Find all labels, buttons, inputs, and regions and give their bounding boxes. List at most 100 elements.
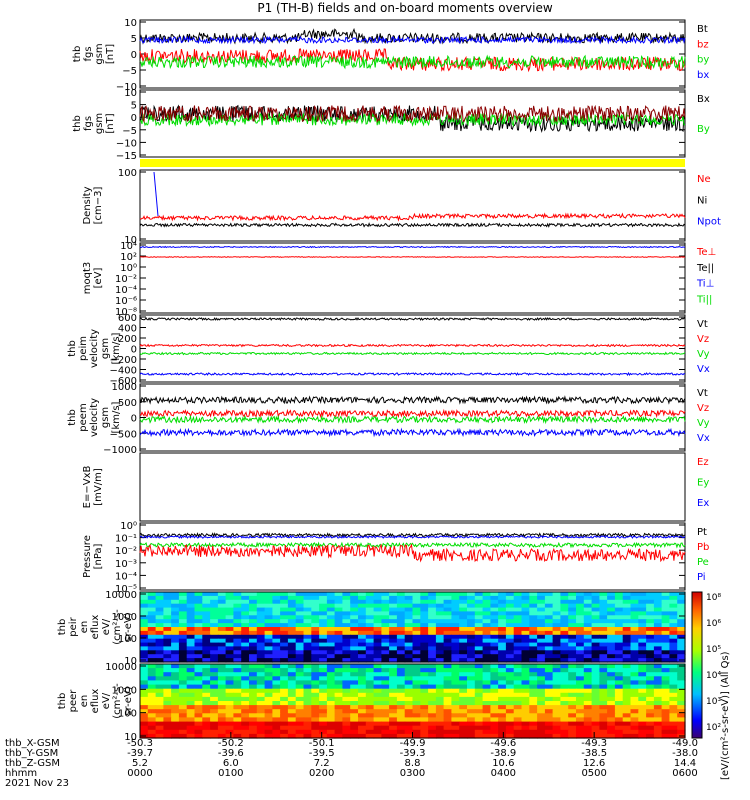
spectrogram-cell — [295, 717, 305, 723]
spectrogram-cell — [396, 603, 406, 609]
spectrogram-cell — [178, 603, 188, 609]
spectrogram-cell — [521, 607, 530, 613]
spectrogram-cell — [225, 642, 234, 648]
spectrogram-cell — [217, 668, 227, 673]
spectrogram-cell — [295, 592, 305, 597]
spectrogram-cell — [264, 725, 273, 731]
spectrogram-cell — [474, 607, 484, 613]
spectrogram-cell — [178, 634, 188, 640]
spectrogram-cell — [653, 611, 663, 616]
spectrogram-cell — [210, 611, 219, 616]
spectrogram-cell — [638, 713, 647, 718]
spectrogram-cell — [342, 599, 351, 605]
spectrogram-cell — [264, 696, 273, 702]
spectrogram-cell — [264, 701, 273, 706]
spectrogram-cell — [147, 607, 157, 613]
spectrogram-cell — [373, 634, 382, 640]
spectrogram-cell — [272, 668, 281, 673]
panel-frame — [139, 242, 686, 314]
spectrogram-cell — [334, 684, 343, 690]
spectrogram-cell — [622, 733, 632, 739]
spectrogram-cell — [295, 729, 305, 735]
spectrogram-cell — [358, 634, 367, 640]
spectrogram-cell — [140, 646, 149, 651]
spectrogram-cell — [505, 672, 515, 677]
spectrogram-cell — [178, 599, 188, 605]
spectrogram-cell — [560, 705, 569, 710]
spectrogram-cell — [428, 623, 437, 628]
spectrogram-cell — [186, 642, 196, 648]
spectrogram-cell — [482, 688, 491, 694]
spectrogram-cell — [622, 676, 632, 681]
spectrogram-cell — [537, 658, 546, 663]
spectrogram-cell — [225, 688, 234, 694]
spectrogram-cell — [490, 642, 499, 648]
spectrogram-cell — [591, 615, 600, 620]
spectrogram-cell — [443, 627, 452, 632]
spectrogram-cell — [202, 692, 211, 698]
spectrogram-cell — [459, 634, 468, 640]
y-tick-label: 10⁻¹ — [115, 534, 137, 545]
spectrogram-cell — [241, 595, 250, 601]
spectrogram-cell — [280, 627, 289, 632]
spectrogram-cell — [568, 654, 577, 659]
spectrogram-cell — [334, 607, 343, 613]
spectrogram-cell — [451, 642, 460, 648]
vt-trace — [139, 395, 686, 405]
spectrogram-cell — [194, 713, 203, 718]
spectrogram-cell — [435, 627, 445, 632]
spectrogram-cell — [280, 696, 289, 702]
spectrogram-cell — [599, 672, 608, 677]
spectrogram-cell — [256, 658, 266, 663]
spectrogram-cell — [505, 630, 515, 636]
spectrogram-cell — [544, 696, 554, 702]
spectrogram-cell — [614, 725, 624, 731]
spectrogram-cell — [490, 664, 499, 669]
spectrogram-cell — [568, 627, 577, 632]
spectrogram-cell — [646, 684, 655, 690]
spectrogram-cell — [241, 668, 250, 673]
z-gsm-value: 10.6 — [492, 758, 514, 769]
spectrogram-cell — [537, 615, 546, 620]
spectrogram-cell — [264, 721, 273, 727]
spectrogram-cell — [638, 717, 647, 723]
spectrogram-cell — [171, 676, 180, 681]
spectrogram-cell — [155, 701, 164, 706]
spectrogram-cell — [498, 638, 507, 644]
spectrogram-cell — [295, 713, 305, 718]
spectrogram-cell — [389, 650, 398, 655]
spectrogram-cell — [576, 692, 585, 698]
spectrogram-cell — [505, 627, 515, 632]
bz-trace — [139, 104, 686, 124]
spectrogram-cell — [389, 705, 398, 710]
spectrogram-cell — [451, 638, 460, 644]
spectrogram-cell — [467, 611, 476, 616]
spectrogram-cell — [568, 630, 577, 636]
spectrogram-cell — [505, 603, 515, 609]
spectrogram-cell — [599, 599, 608, 605]
spectrogram-cell — [404, 646, 414, 651]
spectrogram-cell — [435, 676, 445, 681]
spectrogram-cell — [653, 650, 663, 655]
spectrogram-cell — [373, 664, 382, 669]
spectrogram-cell — [326, 627, 336, 632]
spectrogram-cell — [358, 630, 367, 636]
spectrogram-cell — [233, 717, 242, 723]
spectrogram-cell — [474, 623, 484, 628]
spectrogram-cell — [653, 595, 663, 601]
spectrogram-cell — [529, 630, 538, 636]
spectrogram-cell — [568, 701, 577, 706]
spectrogram-cell — [358, 717, 367, 723]
spectrogram-cell — [202, 623, 211, 628]
spectrogram-cell — [443, 733, 452, 739]
spectrogram-cell — [646, 638, 655, 644]
spectrogram-cell — [319, 733, 328, 739]
spectrogram-cell — [474, 599, 484, 605]
spectrogram-cell — [186, 611, 196, 616]
spectrogram-cell — [194, 684, 203, 690]
spectrogram-cell — [607, 676, 616, 681]
spectrogram-cell — [178, 733, 188, 739]
spectrogram-cell — [576, 646, 585, 651]
spectrogram-cell — [467, 668, 476, 673]
